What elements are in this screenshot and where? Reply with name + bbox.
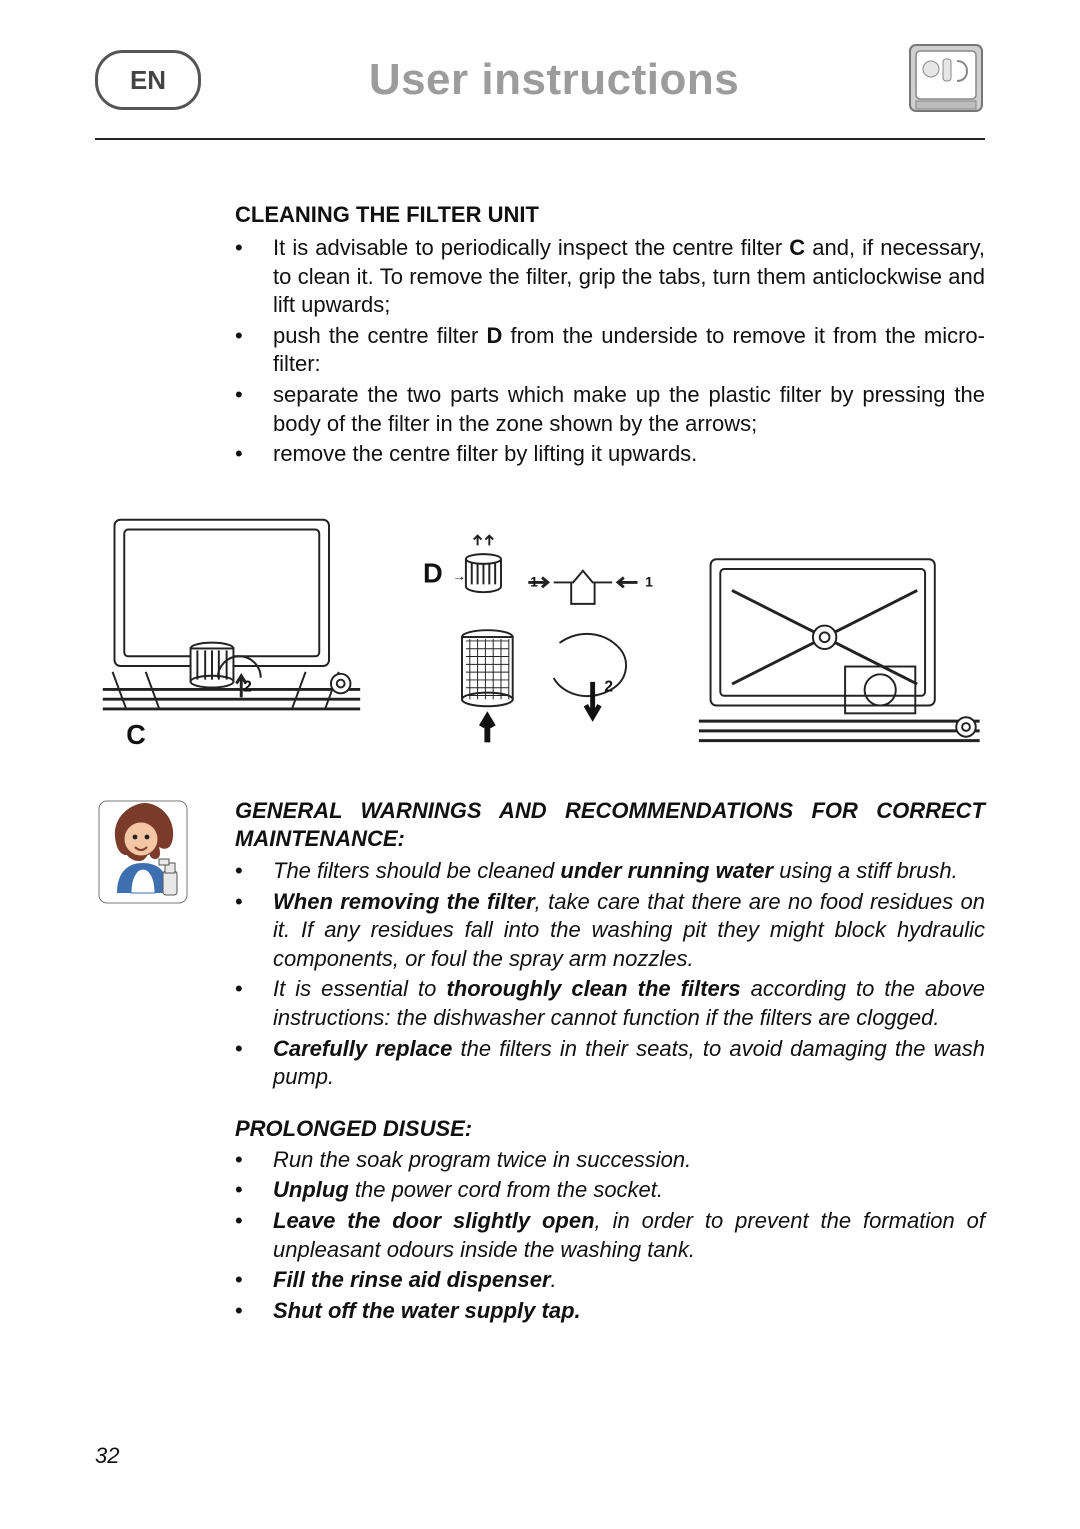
manual-page: EN User instructions CLEANING THE FILTER… [0, 0, 1080, 1529]
language-code: EN [130, 65, 166, 96]
section-cleaning: CLEANING THE FILTER UNIT It is advisable… [95, 140, 985, 469]
figures-row: C 2 [95, 503, 985, 753]
bullet-item: It is essential to thoroughly clean the … [235, 975, 985, 1032]
disuse-list: Run the soak program twice in succession… [235, 1146, 985, 1326]
text: The filters should be cleaned [273, 858, 560, 883]
page-title: User instructions [201, 55, 907, 105]
svg-text:2: 2 [604, 678, 613, 695]
language-badge: EN [95, 50, 201, 110]
text-bold: Fill the rinse aid dispenser [273, 1267, 551, 1292]
cleaning-bullets: It is advisable to periodically inspect … [235, 234, 985, 469]
text: the power cord from the socket. [349, 1177, 663, 1202]
disuse-heading: PROLONGED DISUSE: [235, 1116, 985, 1142]
bullet-item: It is advisable to periodically inspect … [235, 234, 985, 320]
bullet-item: The filters should be cleaned under runn… [235, 857, 985, 886]
text: It is advisable to periodically inspect … [273, 235, 789, 260]
bullet-item: When removing the filter, take care that… [235, 888, 985, 974]
section-heading-cleaning: CLEANING THE FILTER UNIT [235, 202, 985, 228]
text-bold: thoroughly clean the filters [446, 976, 740, 1001]
bullet-item: separate the two parts which make up the… [235, 381, 985, 438]
text: It is essential to [273, 976, 446, 1001]
text: using a stiff brush. [773, 858, 958, 883]
bullet-item: remove the centre filter by lifting it u… [235, 440, 985, 469]
text-bold: Leave the door slightly open [273, 1208, 595, 1233]
warnings-body: GENERAL WARNINGS AND RECOMMENDATIONS FOR… [235, 797, 985, 1326]
figure-rack-filter: C 2 [95, 503, 368, 753]
warnings-section: GENERAL WARNINGS AND RECOMMENDATIONS FOR… [95, 797, 985, 1326]
page-inner: EN User instructions CLEANING THE FILTER… [0, 0, 1080, 1365]
svg-text:1: 1 [645, 574, 653, 589]
bullet-item: Shut off the water supply tap. [235, 1297, 985, 1326]
bullet-item: Fill the rinse aid dispenser. [235, 1266, 985, 1295]
bullet-item: Carefully replace the filters in their s… [235, 1035, 985, 1092]
text: separate the two parts which make up the… [273, 382, 985, 436]
text-bold: under running water [560, 858, 773, 883]
figure-label-C: C [126, 719, 146, 750]
text-bold: Carefully replace [273, 1036, 452, 1061]
section-cleaning-body: CLEANING THE FILTER UNIT It is advisable… [235, 140, 985, 469]
figure-label-D: D [423, 557, 443, 588]
page-header: EN User instructions [95, 40, 985, 120]
bullet-item: Unplug the power cord from the socket. [235, 1176, 985, 1205]
warnings-list: The filters should be cleaned under runn… [235, 857, 985, 1092]
bullet-item: Leave the door slightly open, in order t… [235, 1207, 985, 1264]
dishwasher-icon [907, 39, 985, 122]
bullet-item: Run the soak program twice in succession… [235, 1146, 985, 1175]
text-bold: Unplug [273, 1177, 349, 1202]
svg-text:2: 2 [243, 678, 252, 695]
left-gutter [95, 140, 235, 469]
figure-spray-arm [693, 543, 986, 753]
housekeeper-icon [95, 797, 191, 907]
text-bold: When removing the filter [273, 889, 535, 914]
text-bold: Shut off the water supply tap. [273, 1298, 581, 1323]
warning-icon-cell [95, 797, 235, 1326]
svg-text:1: 1 [530, 574, 538, 589]
svg-text:→: → [452, 568, 466, 583]
text-bold: D [486, 323, 502, 348]
text: Run the soak program twice in succession… [273, 1147, 691, 1172]
text-bold: C [789, 235, 805, 260]
figure-filter-parts: D → 1 1 2 [384, 523, 677, 753]
warnings-heading: GENERAL WARNINGS AND RECOMMENDATIONS FOR… [235, 797, 985, 853]
page-number: 32 [95, 1443, 119, 1469]
text: remove the centre filter by lifting it u… [273, 441, 697, 466]
text: . [551, 1267, 557, 1292]
bullet-item: push the centre filter D from the unders… [235, 322, 985, 379]
text: push the centre filter [273, 323, 486, 348]
